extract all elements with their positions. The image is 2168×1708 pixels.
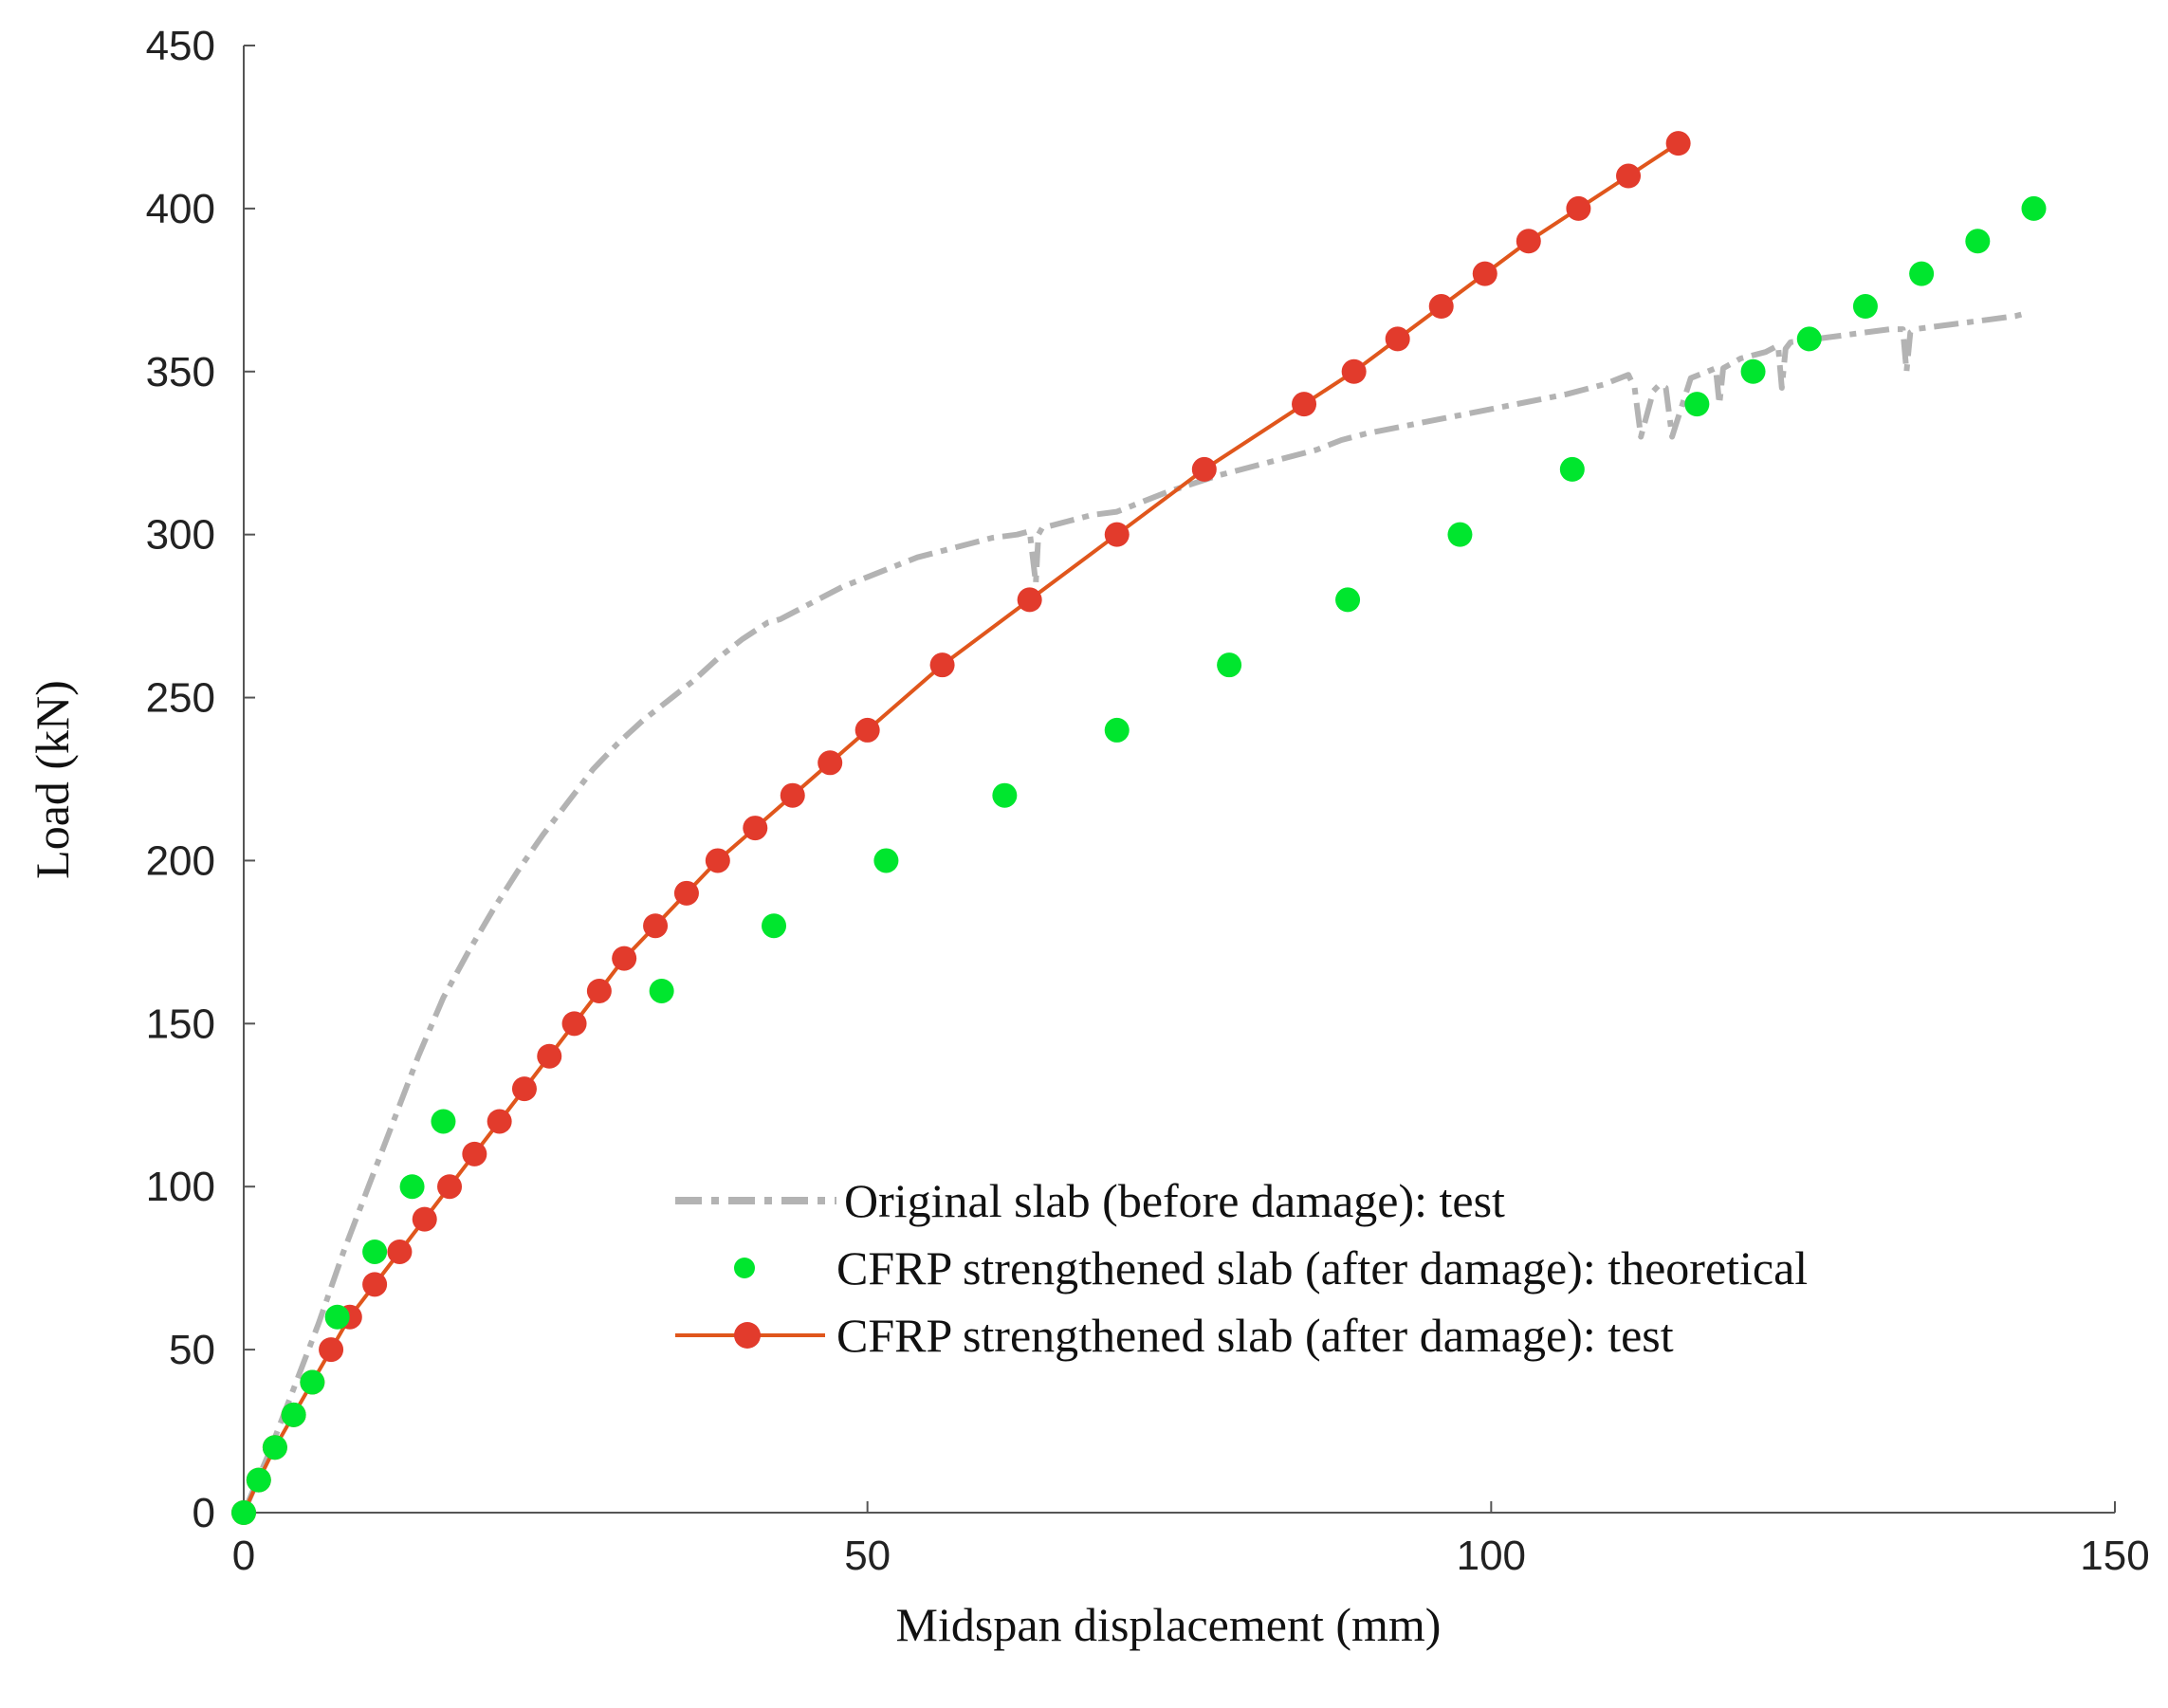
cfrp-test-point: [612, 946, 637, 971]
cfrp-test-point: [387, 1239, 413, 1264]
cfrp-theoretical-point: [431, 1109, 456, 1134]
cfrp-test-point: [854, 717, 880, 743]
cfrp-test-point: [1191, 456, 1217, 482]
x-tick-label: 100: [1457, 1533, 1526, 1579]
cfrp-test-point: [780, 782, 805, 808]
cfrp-theoretical-point: [1740, 358, 1766, 384]
cfrp-test-point: [673, 880, 699, 906]
cfrp-test-point: [537, 1043, 562, 1069]
y-ticks: 0 50 100 150 200 250 300 350 400 450: [146, 23, 255, 1536]
cfrp-test-line: [242, 141, 1680, 1514]
cfrp-theoretical-point: [873, 848, 899, 873]
cfrp-test-point: [437, 1174, 463, 1200]
cfrp-theoretical-point: [1447, 522, 1473, 547]
cfrp-theoretical-point: [246, 1467, 271, 1493]
cfrp-theoretical-point: [281, 1402, 306, 1427]
cfrp-theoretical-point: [2021, 195, 2047, 221]
cfrp-test-point: [511, 1076, 537, 1102]
legend-label-theoretical: CFRP strengthened slab (after damage): t…: [836, 1241, 1808, 1295]
cfrp-test-point: [1472, 261, 1497, 286]
legend-label-test: CFRP strengthened slab (after damage): t…: [836, 1309, 1674, 1362]
legend-label-original: Original slab (before damage): test: [844, 1174, 1505, 1227]
cfrp-test-point: [643, 913, 669, 939]
cfrp-theoretical-point: [324, 1304, 350, 1330]
cfrp-test-point: [487, 1109, 512, 1134]
y-tick-label: 0: [193, 1490, 215, 1536]
series-cfrp-theoretical: [231, 195, 2047, 1525]
cfrp-theoretical-point: [649, 978, 674, 1003]
legend-entry-theoretical: CFRP strengthened slab (after damage): t…: [734, 1241, 1808, 1295]
cfrp-test-point: [1341, 358, 1367, 384]
cfrp-test-point: [412, 1206, 437, 1232]
cfrp-theoretical-point: [1909, 261, 1935, 286]
y-axis-title: Load (kN): [26, 680, 79, 879]
y-tick-label: 300: [146, 512, 215, 559]
y-tick-label: 400: [146, 186, 215, 232]
cfrp-test-point: [561, 1011, 587, 1037]
cfrp-test-point: [705, 848, 730, 873]
y-tick-label: 250: [146, 675, 215, 722]
cfrp-theoretical-point: [362, 1239, 388, 1264]
cfrp-test-point: [1516, 229, 1541, 254]
cfrp-theoretical-point: [992, 782, 1018, 808]
cfrp-test-point: [1665, 131, 1691, 156]
cfrp-test-point: [1566, 195, 1591, 221]
cfrp-test-point: [1616, 163, 1642, 189]
cfrp-test-point: [1017, 587, 1042, 613]
cfrp-test-point: [1104, 522, 1130, 547]
x-tick-label: 150: [2080, 1533, 2149, 1579]
series-original-slab: [241, 309, 2029, 1515]
y-tick-label: 50: [169, 1327, 215, 1373]
legend-swatch-theoretical: [734, 1258, 755, 1278]
cfrp-theoretical-point: [1217, 652, 1242, 678]
cfrp-theoretical-point: [300, 1369, 325, 1395]
original-slab-line: [241, 309, 2029, 1515]
cfrp-test-point: [743, 816, 768, 841]
y-tick-label: 450: [146, 23, 215, 69]
cfrp-theoretical-point: [262, 1435, 287, 1460]
cfrp-theoretical-point: [1852, 294, 1878, 320]
cfrp-test-point: [929, 652, 955, 678]
cfrp-theoretical-point: [231, 1500, 256, 1525]
cfrp-test-point: [818, 750, 843, 776]
legend-entry-original: Original slab (before damage): test: [675, 1174, 1505, 1227]
cfrp-theoretical-point: [1559, 456, 1585, 482]
y-tick-label: 350: [146, 349, 215, 395]
y-tick-label: 100: [146, 1164, 215, 1210]
y-tick-label: 150: [146, 1001, 215, 1047]
legend-entry-test: CFRP strengthened slab (after damage): t…: [675, 1309, 1674, 1362]
cfrp-theoretical-point: [1684, 392, 1710, 417]
cfrp-theoretical-point: [1965, 229, 1991, 254]
cfrp-test-point: [1428, 294, 1454, 320]
legend: Original slab (before damage): test CFRP…: [675, 1174, 1808, 1362]
cfrp-test-point: [1292, 392, 1317, 417]
cfrp-theoretical-point: [1104, 717, 1130, 743]
cfrp-test-point: [586, 978, 612, 1003]
cfrp-theoretical-point: [1335, 587, 1361, 613]
cfrp-theoretical-point: [1796, 326, 1822, 352]
cfrp-test-point: [319, 1337, 344, 1363]
axes: [243, 46, 2115, 1514]
x-tick-label: 50: [844, 1533, 891, 1579]
cfrp-test-point: [462, 1141, 487, 1166]
x-tick-label: 0: [232, 1533, 255, 1579]
cfrp-theoretical-point: [399, 1174, 425, 1200]
x-axis-title: Midspan displacement (mm): [896, 1598, 1442, 1651]
y-tick-label: 200: [146, 837, 215, 884]
legend-swatch-test-marker: [734, 1322, 761, 1349]
cfrp-test-point: [1385, 326, 1410, 352]
cfrp-theoretical-point: [762, 913, 787, 939]
cfrp-test-point: [362, 1272, 388, 1297]
